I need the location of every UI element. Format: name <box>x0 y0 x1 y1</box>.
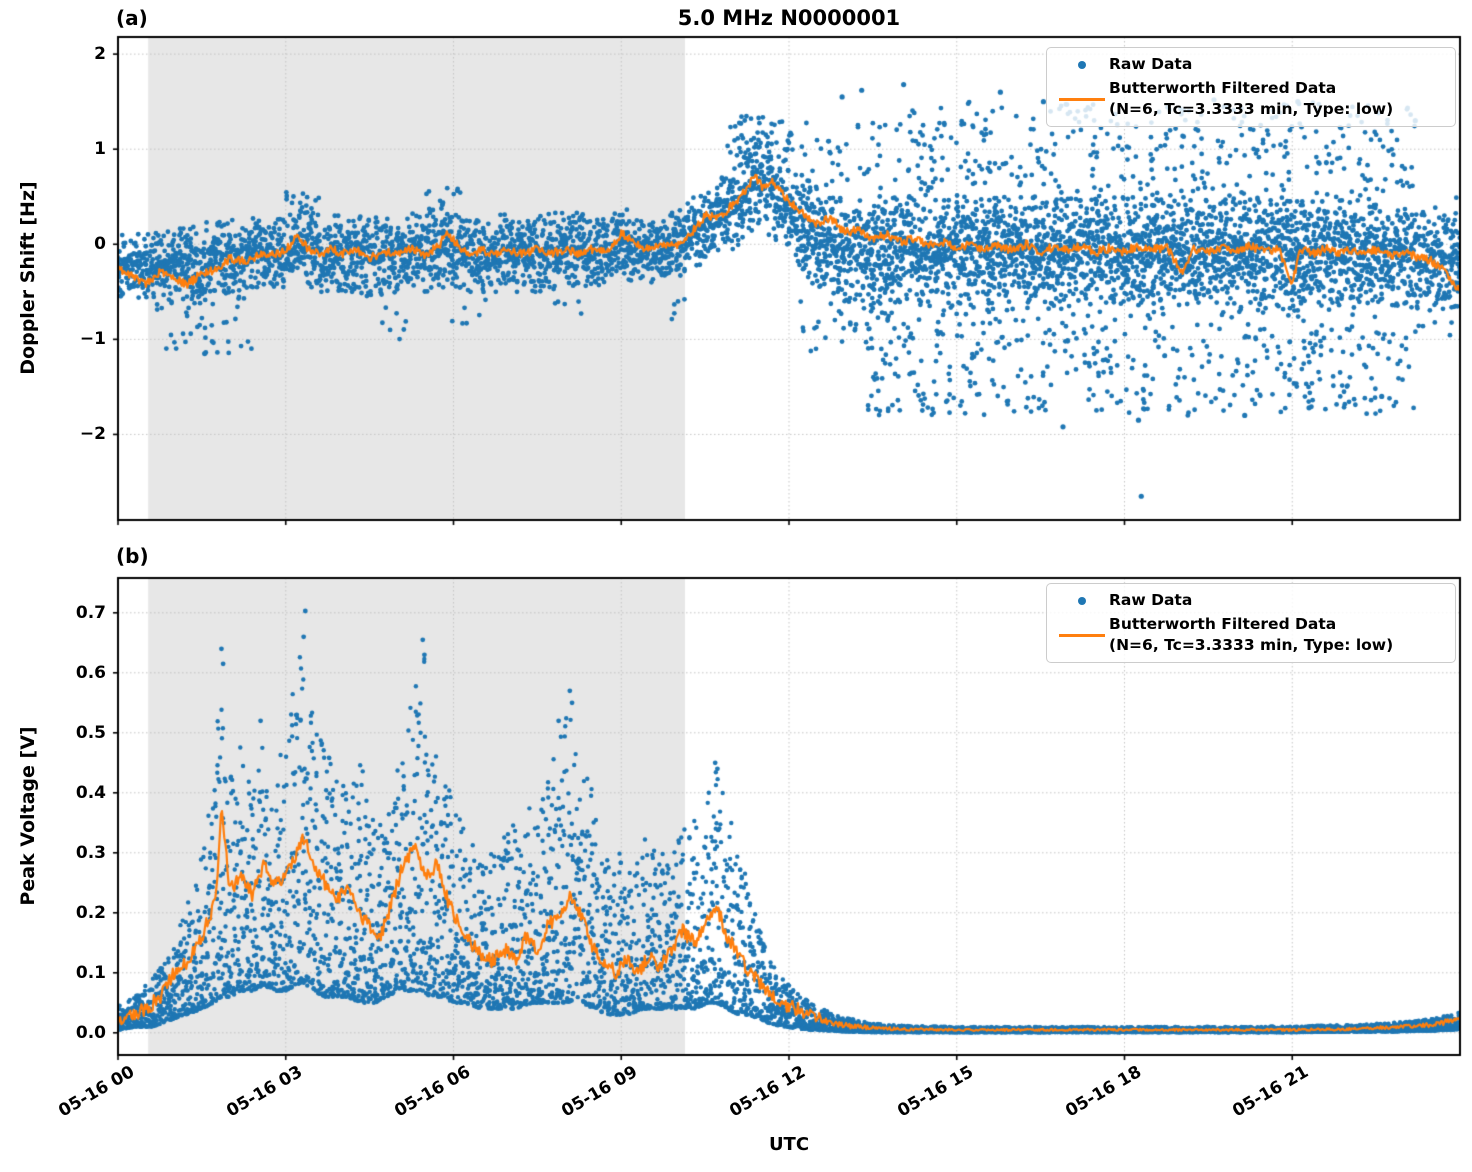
chart-title: 5.0 MHz N0000001 <box>677 6 901 30</box>
legend-filtered-sublabel: (N=6, Tc=3.3333 min, Type: low) <box>1109 100 1394 118</box>
y-tick-label: 0.5 <box>75 722 106 743</box>
y-tick-label: 2 <box>94 44 106 65</box>
filtered-line-marker-icon <box>1055 97 1109 101</box>
y-tick-label: 0.7 <box>75 602 106 623</box>
y-tick-label: 1 <box>94 139 106 160</box>
y-tick-label: 0.4 <box>75 782 106 803</box>
legend-row-raw: Raw Data <box>1055 54 1447 75</box>
raw-data-marker-icon <box>1055 596 1109 605</box>
y-tick-label: 0.6 <box>75 662 106 683</box>
y-tick-label: −2 <box>79 424 106 445</box>
legend-panel-b: Raw Data Butterworth Filtered Data (N=6,… <box>1046 583 1456 663</box>
panel-a-label: (a) <box>116 6 148 30</box>
legend-raw-label: Raw Data <box>1109 55 1193 73</box>
x-axis-label: UTC <box>768 1134 810 1155</box>
y-tick-label: 0.0 <box>75 1022 106 1043</box>
legend-panel-a: Raw Data Butterworth Filtered Data (N=6,… <box>1046 47 1456 127</box>
legend-row-filtered: Butterworth Filtered Data (N=6, Tc=3.333… <box>1055 78 1447 120</box>
panel-b-label: (b) <box>116 544 149 568</box>
filtered-line-marker-icon <box>1055 633 1109 637</box>
raw-data-marker-icon <box>1055 60 1109 69</box>
legend-raw-label: Raw Data <box>1109 591 1193 609</box>
legend-row-raw: Raw Data <box>1055 590 1447 611</box>
legend-filtered-label: Butterworth Filtered Data <box>1109 615 1337 633</box>
y-tick-label: 0.3 <box>75 842 106 863</box>
legend-row-filtered: Butterworth Filtered Data (N=6, Tc=3.333… <box>1055 614 1447 656</box>
legend-filtered-sublabel: (N=6, Tc=3.3333 min, Type: low) <box>1109 636 1394 654</box>
y-tick-label: 0.1 <box>75 962 106 983</box>
y-axis-label-voltage: Peak Voltage [V] <box>17 726 39 906</box>
y-tick-label: 0 <box>94 234 106 255</box>
y-tick-label: 0.2 <box>75 902 106 923</box>
legend-filtered-label: Butterworth Filtered Data <box>1109 79 1337 97</box>
y-tick-label: −1 <box>79 329 106 350</box>
